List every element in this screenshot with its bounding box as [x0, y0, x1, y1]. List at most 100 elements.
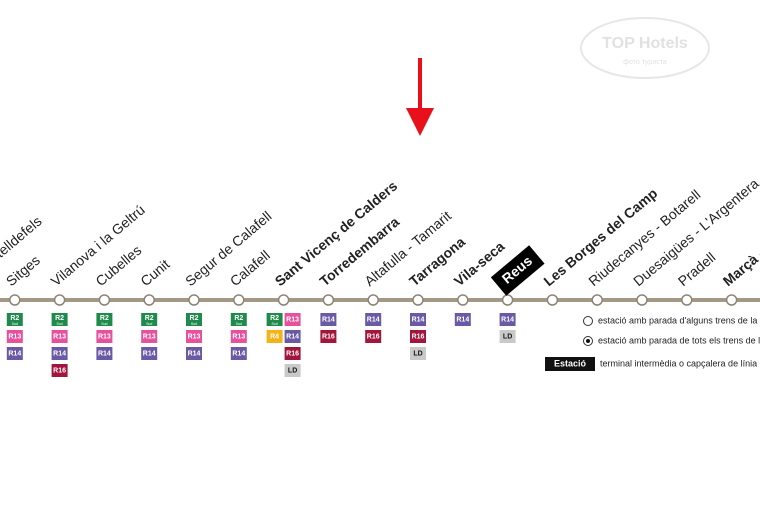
legend-box — [545, 357, 595, 371]
station-label-group: Torredembarra — [316, 213, 402, 289]
badge-label: R14 — [322, 317, 335, 324]
line-badge — [51, 364, 68, 377]
badge-label: R14 — [143, 351, 156, 358]
station-label: Torredembarra — [316, 213, 402, 289]
badge-label: R16 — [412, 334, 425, 341]
terminal-box — [490, 245, 545, 296]
badge-label: R14 — [456, 317, 469, 324]
line-badge — [230, 330, 247, 343]
line-badge — [365, 330, 382, 343]
station-circle — [53, 294, 66, 306]
line-badge — [499, 330, 516, 343]
line-badge — [284, 364, 301, 377]
badge-label: R14 — [412, 317, 425, 324]
station-circle — [143, 294, 155, 306]
badge-label: R13 — [8, 334, 21, 341]
badge-label: R16 — [367, 334, 380, 341]
badge-label: R13 — [188, 334, 201, 341]
badge-label: R2 — [100, 315, 109, 322]
map-content: TOP Hotels фото туриста de Castelldefels… — [0, 17, 760, 377]
line-badge — [186, 313, 202, 326]
badge-label: R13 — [98, 334, 111, 341]
station-label: Pradell — [675, 249, 719, 289]
legend-open-circle — [583, 316, 593, 326]
line-badge — [96, 313, 113, 326]
line-badge — [365, 313, 382, 326]
station-label-group: Sitges — [3, 252, 43, 289]
station: Pradell — [675, 249, 719, 306]
badge-label: R16 — [286, 351, 299, 358]
watermark-title: TOP Hotels — [602, 35, 688, 52]
red-arrow — [406, 58, 434, 136]
badge-label: R14 — [98, 351, 111, 358]
line-badge — [186, 330, 202, 343]
line-badge — [320, 313, 337, 326]
badge-label: R2 — [190, 315, 199, 322]
station-circle — [322, 294, 335, 306]
legend-text: estació amb parada de tots els trens de … — [598, 335, 760, 345]
badge-label: R13 — [286, 317, 299, 324]
line-badge — [284, 313, 301, 326]
station-circle — [233, 294, 245, 306]
station-circle — [725, 294, 738, 306]
station-label: Marçà - Falset — [720, 217, 760, 289]
line-badge — [6, 313, 23, 326]
station-label-group: Marçà - Falset — [720, 217, 760, 289]
badge-label: R14 — [53, 351, 66, 358]
badge-label: R14 — [501, 317, 514, 324]
line-badge — [230, 313, 247, 326]
station-label-group: Cunit — [137, 256, 172, 289]
badge-note: Sud — [101, 322, 107, 326]
line-badge — [266, 330, 283, 343]
badge-label: LD — [413, 351, 422, 358]
station-circle — [9, 294, 21, 306]
station-label: Sitges — [3, 252, 43, 289]
badge-label: R14 — [232, 351, 245, 358]
badge-label: R13 — [53, 334, 66, 341]
station-circle — [188, 294, 200, 306]
watermark-subtitle: фото туриста — [623, 59, 667, 66]
line-badge — [284, 330, 301, 343]
line-badge — [141, 313, 158, 326]
line-badge — [6, 347, 23, 360]
badge-label: R16 — [53, 368, 66, 375]
badge-note: Sud — [12, 322, 18, 326]
legend-box-text: Estació — [554, 358, 587, 368]
station-circle — [636, 294, 648, 306]
badge-note: Sud — [146, 322, 152, 326]
line-badge — [499, 313, 516, 326]
line-badge — [141, 347, 158, 360]
badge-label: R2 — [145, 315, 154, 322]
station-circle — [501, 294, 514, 306]
line-badge — [96, 347, 113, 360]
line-badge — [141, 330, 158, 343]
station-circle — [412, 294, 424, 306]
line-badge — [284, 347, 301, 360]
badge-label: R2 — [55, 315, 64, 322]
station-circle — [591, 294, 603, 306]
badge-label: R14 — [8, 351, 21, 358]
badge-label: R14 — [286, 334, 299, 341]
badge-note: Sud — [191, 322, 197, 326]
station: Marçà - Falset — [720, 217, 760, 306]
line-badge — [51, 313, 68, 326]
station-label-group: Pradell — [675, 249, 719, 289]
badge-note: Sud — [56, 322, 62, 326]
legend-text: terminal intermèdia o capçalera de línia — [600, 358, 757, 368]
line-badge — [186, 347, 202, 360]
legend-dot — [586, 339, 590, 343]
legend-text: estació amb parada d'alguns trens de la … — [598, 315, 760, 325]
station-circle — [457, 294, 469, 306]
line-badge — [96, 330, 113, 343]
line-badge — [410, 330, 426, 343]
badge-label: R4 — [270, 334, 279, 341]
line-badge — [230, 347, 247, 360]
line-badge — [410, 347, 426, 360]
badge-label: R2 — [234, 315, 243, 322]
badge-label: LD — [503, 334, 512, 341]
badge-label: R14 — [367, 317, 380, 324]
